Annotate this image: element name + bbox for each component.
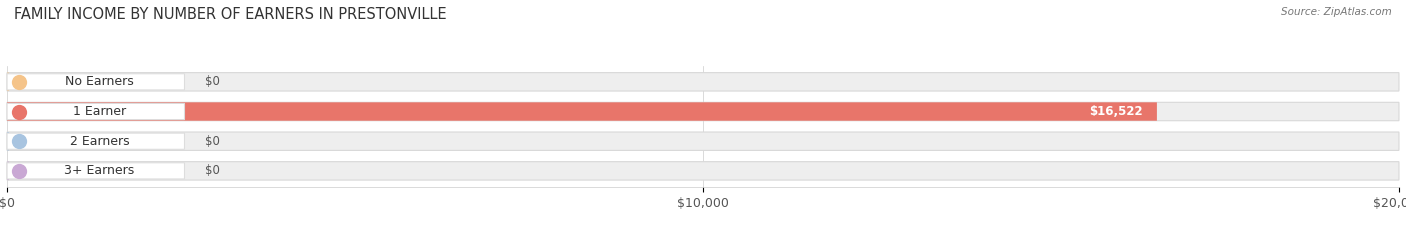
FancyBboxPatch shape [7,132,8,150]
FancyBboxPatch shape [7,74,184,90]
FancyBboxPatch shape [7,103,184,120]
FancyBboxPatch shape [7,163,184,179]
Text: Source: ZipAtlas.com: Source: ZipAtlas.com [1281,7,1392,17]
FancyBboxPatch shape [7,162,1399,180]
FancyBboxPatch shape [7,162,8,180]
Text: 1 Earner: 1 Earner [73,105,127,118]
Text: 3+ Earners: 3+ Earners [65,164,135,177]
Text: FAMILY INCOME BY NUMBER OF EARNERS IN PRESTONVILLE: FAMILY INCOME BY NUMBER OF EARNERS IN PR… [14,7,447,22]
FancyBboxPatch shape [7,73,1399,91]
Text: 2 Earners: 2 Earners [69,135,129,148]
Text: $16,522: $16,522 [1090,105,1143,118]
Text: No Earners: No Earners [65,75,134,88]
Text: $0: $0 [205,164,221,177]
FancyBboxPatch shape [7,102,1157,121]
FancyBboxPatch shape [7,132,1399,150]
Text: $0: $0 [205,135,221,148]
Text: $0: $0 [205,75,221,88]
FancyBboxPatch shape [7,73,8,91]
FancyBboxPatch shape [7,102,1399,121]
FancyBboxPatch shape [7,133,184,149]
